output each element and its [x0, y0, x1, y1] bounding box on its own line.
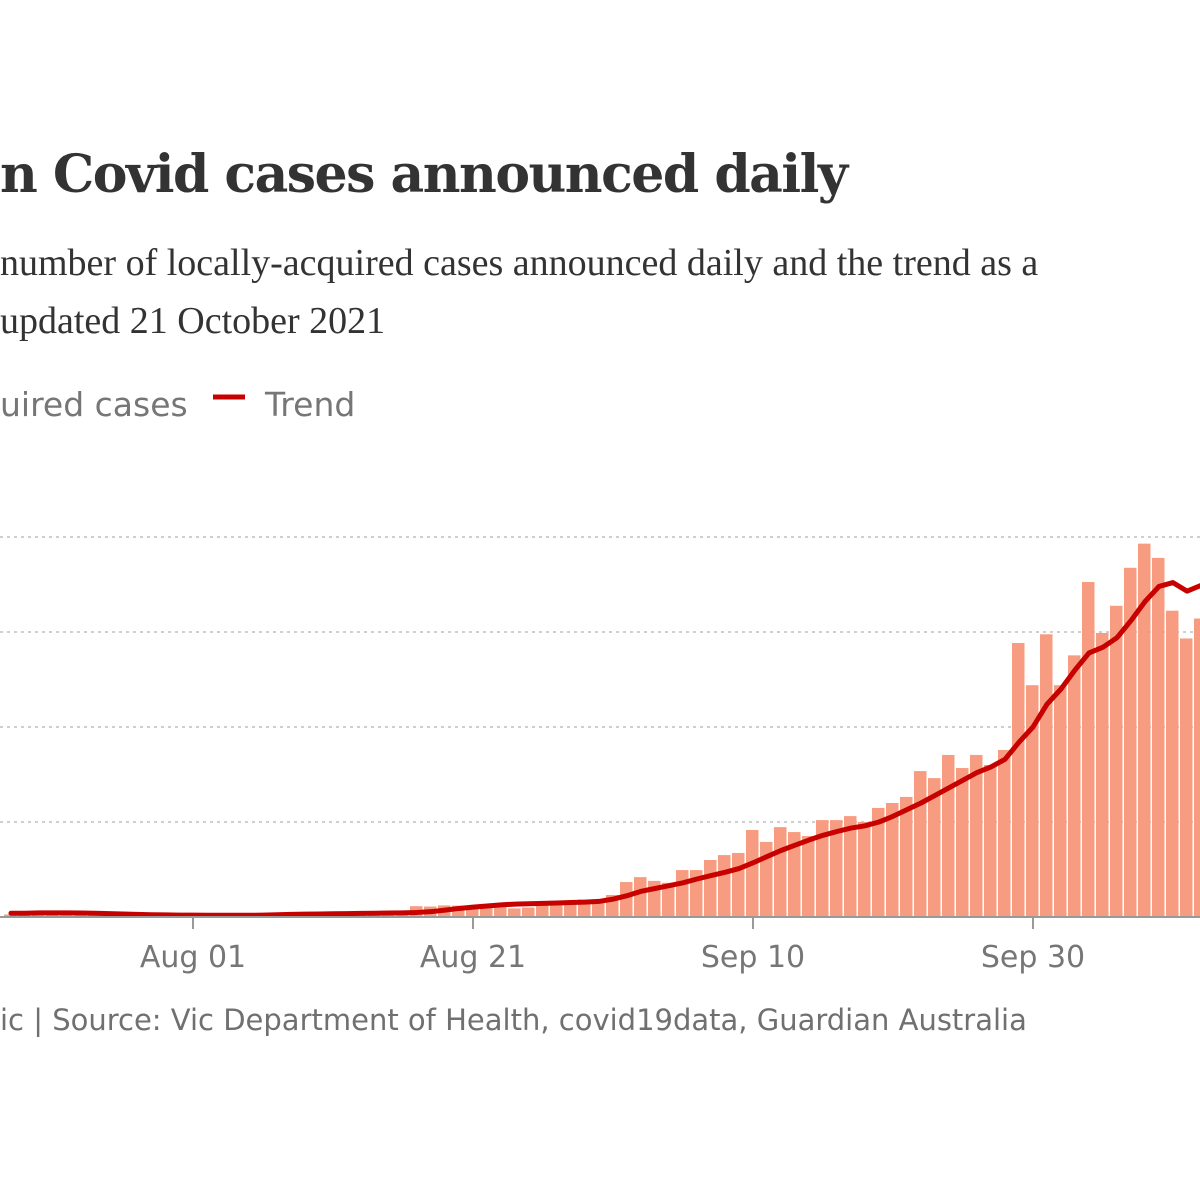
bar — [1082, 582, 1095, 917]
bar — [1152, 557, 1165, 917]
bar — [60, 914, 73, 917]
bar — [802, 836, 815, 917]
legend-label: Trend — [264, 385, 355, 424]
bar — [928, 778, 941, 917]
bar — [466, 905, 479, 917]
trend-line — [8, 580, 1200, 918]
bar — [1194, 618, 1200, 917]
legend-label: uired cases — [0, 385, 188, 424]
bar — [704, 860, 717, 917]
x-tick-label: Sep 10 — [701, 940, 805, 975]
bar — [1026, 685, 1039, 917]
bar — [1012, 643, 1025, 917]
bar — [886, 803, 899, 917]
bar — [830, 820, 843, 917]
x-tick-label: Sep 30 — [981, 940, 1085, 975]
subtitle-line: number of locally-acquired cases announc… — [0, 242, 1038, 284]
x-tick-label: Aug 21 — [420, 940, 526, 975]
bar — [550, 901, 563, 917]
bar — [774, 827, 787, 917]
bar — [1124, 567, 1137, 917]
bar — [74, 914, 87, 917]
bar — [844, 816, 857, 917]
bar — [1110, 605, 1123, 917]
bar — [522, 907, 535, 917]
source-note: ic | Source: Vic Department of Health, c… — [0, 1003, 1027, 1037]
bar — [956, 768, 969, 917]
bar — [718, 855, 731, 917]
bar — [662, 882, 675, 917]
bar — [1166, 610, 1179, 917]
bar — [1040, 634, 1053, 917]
bar — [1180, 638, 1193, 917]
bar — [564, 904, 577, 917]
bar — [900, 796, 913, 917]
bar — [1138, 543, 1151, 917]
bar — [620, 882, 633, 917]
bar — [1096, 632, 1109, 917]
bar — [592, 903, 605, 917]
bar — [452, 905, 465, 917]
bar — [984, 765, 997, 917]
bar — [634, 877, 647, 917]
bar — [942, 754, 955, 917]
bar — [732, 852, 745, 917]
subtitle-line: updated 21 October 2021 — [0, 300, 385, 342]
bar — [746, 829, 759, 917]
bar — [998, 749, 1011, 917]
bar — [788, 832, 801, 917]
bar — [858, 822, 871, 917]
bar — [816, 820, 829, 917]
bar — [1054, 685, 1067, 917]
bar — [508, 908, 521, 917]
chart-title: n Covid cases announced daily — [0, 144, 850, 205]
bar — [676, 870, 689, 917]
bar — [914, 771, 927, 917]
bar — [872, 807, 885, 917]
bar — [1068, 655, 1081, 917]
bar — [970, 754, 983, 917]
bar — [88, 914, 101, 917]
bar — [4, 914, 17, 917]
x-tick-label: Aug 01 — [140, 940, 246, 975]
